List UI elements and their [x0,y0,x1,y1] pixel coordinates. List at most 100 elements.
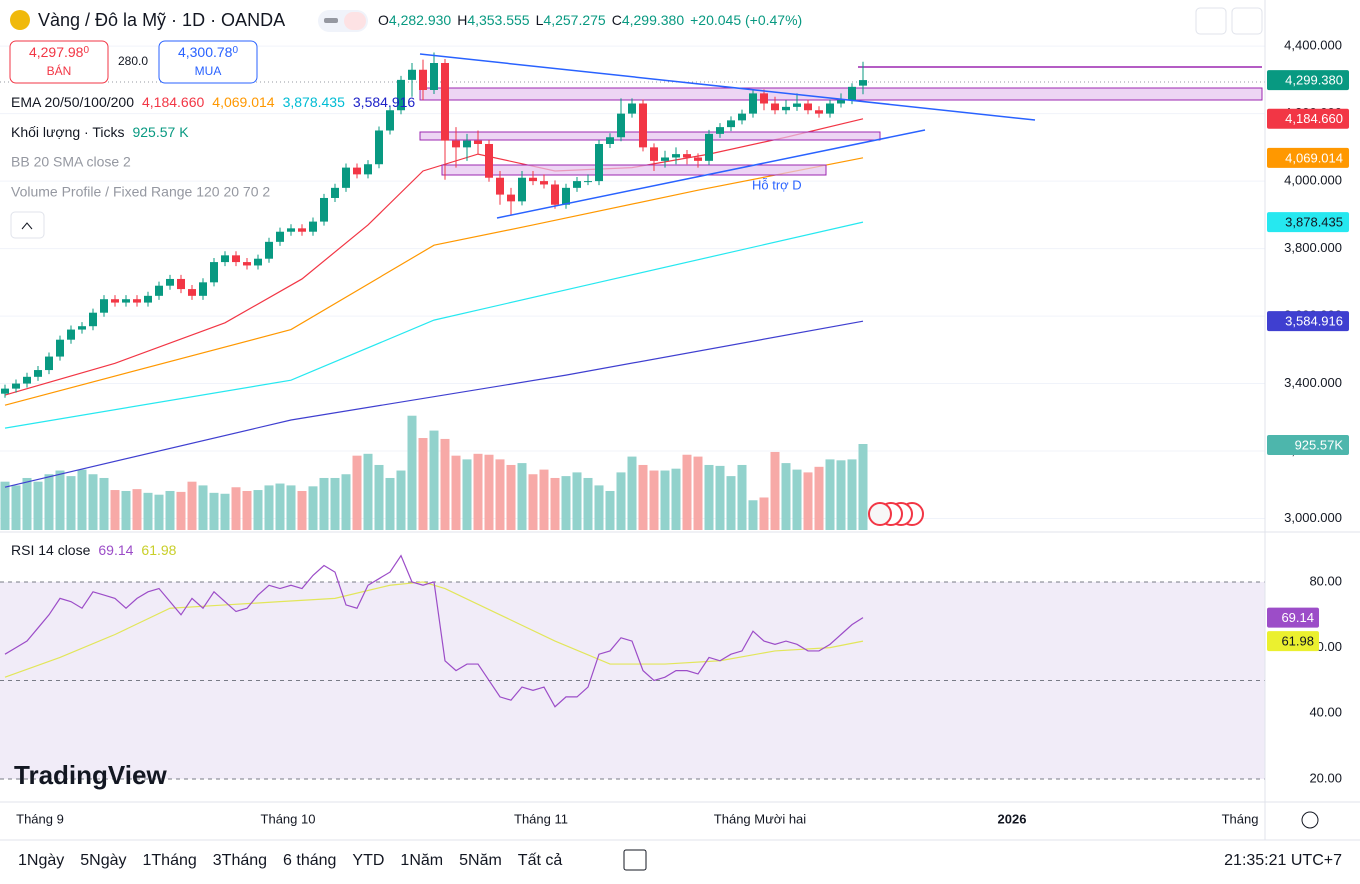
volume-bar [715,465,725,530]
candle-body [353,167,361,175]
buy-label: MUA [195,64,222,78]
volume-bar [704,464,714,530]
volume-bar [330,477,340,530]
volume-bar [286,485,296,530]
trend-line[interactable] [419,53,1036,121]
volume-bar [44,474,54,530]
volume-bar [660,470,670,530]
range-button[interactable]: 5Năm [459,852,502,869]
candle-body [23,376,31,384]
candle-body [45,356,53,371]
volume-bar [264,485,274,530]
range-button[interactable]: 1Năm [400,852,443,869]
candle-body [848,86,856,101]
candle-body [705,133,713,161]
candle-body [782,106,790,111]
candle-body [859,80,867,86]
y-tick-label: 3,800.000 [1284,240,1342,255]
candle-body [276,231,284,242]
candle-body [441,63,449,141]
candle-body [584,181,592,183]
volume-bar [627,456,637,530]
volume-bar [209,492,219,530]
volume-bar [242,490,252,530]
support-zone[interactable] [441,164,827,176]
candles [1,52,867,398]
candle-body [694,157,702,161]
candle-body [232,255,240,263]
candle-body [628,103,636,114]
candle-body [320,197,328,222]
volume-bar [561,476,571,530]
ema-line [4,320,864,488]
candle-body [331,187,339,198]
volume-bar [638,464,648,530]
volume-bar [825,459,835,530]
volume-bar [506,464,516,530]
range-button[interactable]: 1Tháng [143,852,197,869]
price-tag [1267,631,1319,652]
trend-line[interactable] [496,129,926,219]
time-label: Tháng 11 [514,811,568,826]
range-button[interactable]: YTD [352,852,384,869]
settings-button[interactable] [1301,811,1319,829]
volume-bar [539,469,549,530]
volume-bar [616,472,626,530]
range-button[interactable]: 6 tháng [283,852,336,869]
candle-body [463,140,471,148]
symbol-icon [10,10,30,30]
time-label: Tháng Mười hai [714,811,806,826]
price-tag-label: 4,184.660 [1285,111,1343,126]
volume-bar [33,481,43,530]
volume-bar [77,469,87,530]
sell-button[interactable] [9,40,109,84]
volume-bar [341,474,351,530]
price-axis: 3,000.0003,200.0003,400.0003,600.0003,80… [1267,38,1349,785]
range-button[interactable]: 5Ngày [80,852,126,869]
bb-legend: BB 20 SMA close 2 [11,154,131,170]
sell-label: BÁN [47,63,72,78]
volume-legend: Khối lượng · Ticks 925.57 K [11,124,189,140]
ema-line [4,157,864,406]
collapse-button[interactable] [10,211,45,239]
zone[interactable] [419,131,881,141]
fullscreen-button[interactable] [1231,7,1263,35]
volume-bar [583,477,593,530]
vp-legend: Volume Profile / Fixed Range 120 20 70 2 [11,184,270,200]
volume-bar [143,492,153,530]
volume-bar [473,453,483,530]
candle-body [144,295,152,303]
date-range-button[interactable] [623,849,647,871]
range-button[interactable]: Tất cả [518,852,563,869]
volume-bar [253,490,263,530]
candle-body [485,143,493,178]
rsi-line [4,554,864,708]
price-tag [1267,311,1349,332]
volume-bar [396,470,406,530]
candle-body [408,69,416,80]
range-button[interactable]: 1Ngày [18,852,64,869]
download-button[interactable] [1195,7,1227,35]
status-icon [344,12,366,30]
candle-body [419,69,427,90]
candle-body [12,383,20,389]
volume-bar [792,469,802,530]
volume-bar [165,490,175,530]
candle-body [34,370,42,377]
y-tick-label: 4,000.000 [1284,173,1342,188]
candle-body [771,103,779,111]
volume-bar [693,456,703,530]
buy-button[interactable] [158,40,258,84]
ema-layer [4,118,864,488]
volume-bar [847,459,857,530]
range-button[interactable]: 3Tháng [213,852,267,869]
volume-bar [814,466,824,530]
volume-bar [363,453,373,530]
volume-bar [528,474,538,530]
candle-body [518,177,526,202]
y-tick-label: 4,400.000 [1284,38,1342,53]
price-tag-label: 4,069.014 [1285,150,1343,165]
candle-body [375,130,383,165]
symbol: Vàng / Đô la Mỹ · 1D · OANDA [38,10,285,30]
candle-body [507,194,515,202]
